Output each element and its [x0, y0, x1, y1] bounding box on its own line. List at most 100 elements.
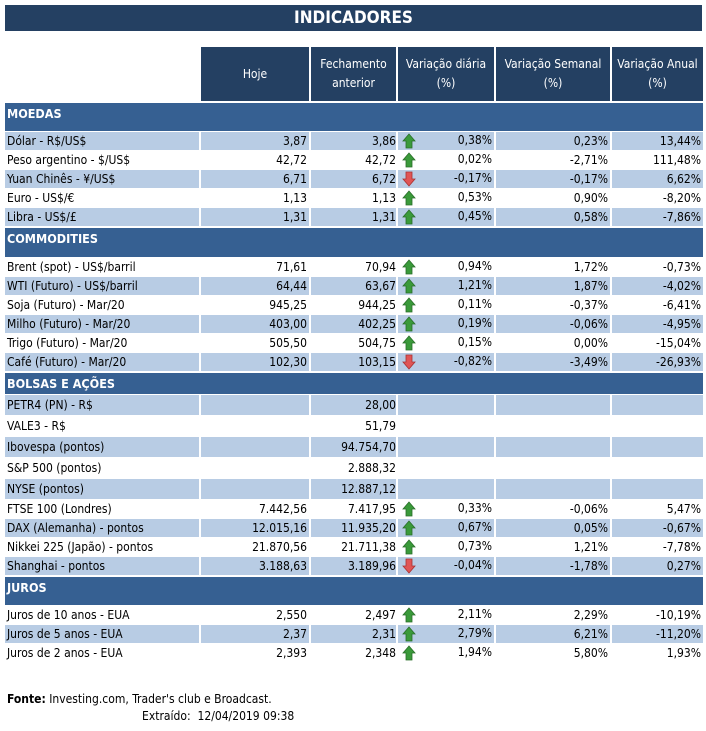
table-row: Yuan Chinês - ¥/US$ 6,71 6,72 -0,17% -0,17% 6…: [5, 169, 703, 189]
cell-variacao-anual: [610, 457, 703, 479]
arrow-up-icon: [402, 133, 416, 149]
table-row: Café (Futuro) - Mar/20 102,30 103,15 -0,82%…: [5, 352, 703, 372]
table-row: Juros de 5 anos - EUA 2,37 2,31 2,79% 6,21% -…: [5, 624, 703, 644]
cell-variacao-anual: 111,48%: [610, 150, 703, 170]
cell-fechamento: 2,497: [309, 605, 397, 625]
extracted-value: 12/04/2019 09:38: [197, 709, 295, 723]
cell-variacao-anual: [610, 436, 703, 458]
arrow-up-icon: [402, 316, 416, 332]
row-label: Trigo (Futuro) - Mar/20: [5, 333, 200, 353]
value: 0,11%: [457, 297, 492, 311]
row-label: S&P 500 (pontos): [5, 457, 200, 479]
table-row: PETR4 (PN) - R$ 28,00: [5, 394, 703, 416]
cell-fechamento: 2.888,32: [309, 457, 397, 479]
cell-variacao-semanal: -0,37%: [494, 295, 611, 315]
cell-hoje: 1,31: [199, 207, 310, 227]
source-note: Fonte: Investing.com, Trader's club e Br…: [7, 692, 272, 706]
cell-variacao-anual: -4,95%: [610, 314, 703, 334]
value: 0,15%: [457, 335, 492, 349]
cell-fechamento: 21.711,38: [309, 537, 397, 557]
table-row: Nikkei 225 (Japão) - pontos 21.870,56 21.7…: [5, 537, 703, 557]
cell-variacao-anual: [610, 478, 703, 500]
header-hoje: Hoje: [199, 47, 310, 102]
row-label: DAX (Alemanha) - pontos: [5, 518, 200, 538]
row-label: Juros de 10 anos - EUA: [5, 605, 200, 625]
cell-variacao-diaria: 2,11%: [396, 605, 495, 625]
cell-hoje: 945,25: [199, 295, 310, 315]
header-variacao-anual: Variação Anual (%): [610, 47, 703, 102]
cell-variacao-diaria: 0,45%: [396, 207, 495, 227]
cell-variacao-anual: -7,86%: [610, 207, 703, 227]
value: 0,02%: [457, 152, 492, 166]
cell-variacao-semanal: [494, 436, 611, 458]
arrow-down-icon: [402, 171, 416, 187]
header-variacao-semanal: Variação Semanal (%): [494, 47, 611, 102]
cell-variacao-semanal: -2,71%: [494, 150, 611, 170]
table-row: VALE3 - R$ 51,79: [5, 415, 703, 437]
cell-variacao-diaria: 1,94%: [396, 643, 495, 662]
arrow-up-icon: [402, 501, 416, 517]
value: 0,73%: [457, 539, 492, 553]
header-blank: [5, 47, 200, 102]
table-row: Dólar - R$/US$ 3,87 3,86 0,38% 0,23% 13,44%: [5, 131, 703, 151]
value: 0,67%: [457, 520, 492, 534]
cell-fechamento: 42,72: [309, 150, 397, 170]
cell-hoje: 3,87: [199, 131, 310, 151]
section-title: JUROS: [5, 575, 703, 606]
cell-variacao-semanal: -0,17%: [494, 169, 611, 189]
table-row: Trigo (Futuro) - Mar/20 505,50 504,75 0,15%…: [5, 333, 703, 353]
cell-hoje: 21.870,56: [199, 537, 310, 557]
cell-variacao-diaria: [396, 457, 495, 479]
value: 1,21%: [457, 278, 492, 292]
arrow-up-icon: [402, 645, 416, 661]
cell-hoje: 3.188,63: [199, 556, 310, 576]
cell-hoje: 2,37: [199, 624, 310, 644]
cell-variacao-anual: -6,41%: [610, 295, 703, 315]
section-header: COMMODITIES: [5, 226, 703, 258]
section-title: COMMODITIES: [5, 226, 703, 258]
cell-variacao-anual: 6,62%: [610, 169, 703, 189]
cell-fechamento: 402,25: [309, 314, 397, 334]
cell-variacao-anual: -0,67%: [610, 518, 703, 538]
cell-variacao-diaria: [396, 415, 495, 437]
row-label: FTSE 100 (Londres): [5, 499, 200, 519]
cell-hoje: 6,71: [199, 169, 310, 189]
cell-variacao-semanal: 0,58%: [494, 207, 611, 227]
row-label: Libra - US$/£: [5, 207, 200, 227]
cell-variacao-semanal: [494, 394, 611, 416]
table-row: WTI (Futuro) - US$/barril 64,44 63,67 1,21%…: [5, 276, 703, 296]
cell-fechamento: 51,79: [309, 415, 397, 437]
value: -0,04%: [453, 558, 492, 572]
table-row: Milho (Futuro) - Mar/20 403,00 402,25 0,19%…: [5, 314, 703, 334]
row-label: Euro - US$/€: [5, 188, 200, 208]
cell-fechamento: 3.189,96: [309, 556, 397, 576]
value: 0,94%: [457, 259, 492, 273]
row-label: Juros de 5 anos - EUA: [5, 624, 200, 644]
cell-variacao-diaria: 0,67%: [396, 518, 495, 538]
arrow-up-icon: [402, 278, 416, 294]
cell-hoje: 2,393: [199, 643, 310, 662]
cell-variacao-anual: -26,93%: [610, 352, 703, 372]
extracted-note: Extraído: 12/04/2019 09:38: [142, 709, 294, 723]
indicators-table: Hoje Fechamento anterior Variação diária…: [5, 47, 703, 662]
cell-fechamento: 3,86: [309, 131, 397, 151]
header-variacao-diaria: Variação diária (%): [396, 47, 495, 102]
row-label: Café (Futuro) - Mar/20: [5, 352, 200, 372]
value: 0,33%: [457, 501, 492, 515]
cell-variacao-diaria: [396, 478, 495, 500]
cell-variacao-anual: -10,19%: [610, 605, 703, 625]
section-title: MOEDAS: [5, 101, 703, 132]
page-title: INDICADORES: [5, 5, 702, 31]
cell-variacao-semanal: 0,90%: [494, 188, 611, 208]
cell-variacao-anual: -7,78%: [610, 537, 703, 557]
cell-variacao-anual: -15,04%: [610, 333, 703, 353]
cell-variacao-diaria: [396, 394, 495, 416]
cell-variacao-anual: 5,47%: [610, 499, 703, 519]
table-row: Shanghai - pontos 3.188,63 3.189,96 -0,04% -…: [5, 556, 703, 576]
cell-fechamento: 7.417,95: [309, 499, 397, 519]
header-row: Hoje Fechamento anterior Variação diária…: [5, 47, 703, 102]
cell-variacao-semanal: [494, 478, 611, 500]
cell-variacao-semanal: 0,00%: [494, 333, 611, 353]
row-label: Shanghai - pontos: [5, 556, 200, 576]
cell-fechamento: 11.935,20: [309, 518, 397, 538]
